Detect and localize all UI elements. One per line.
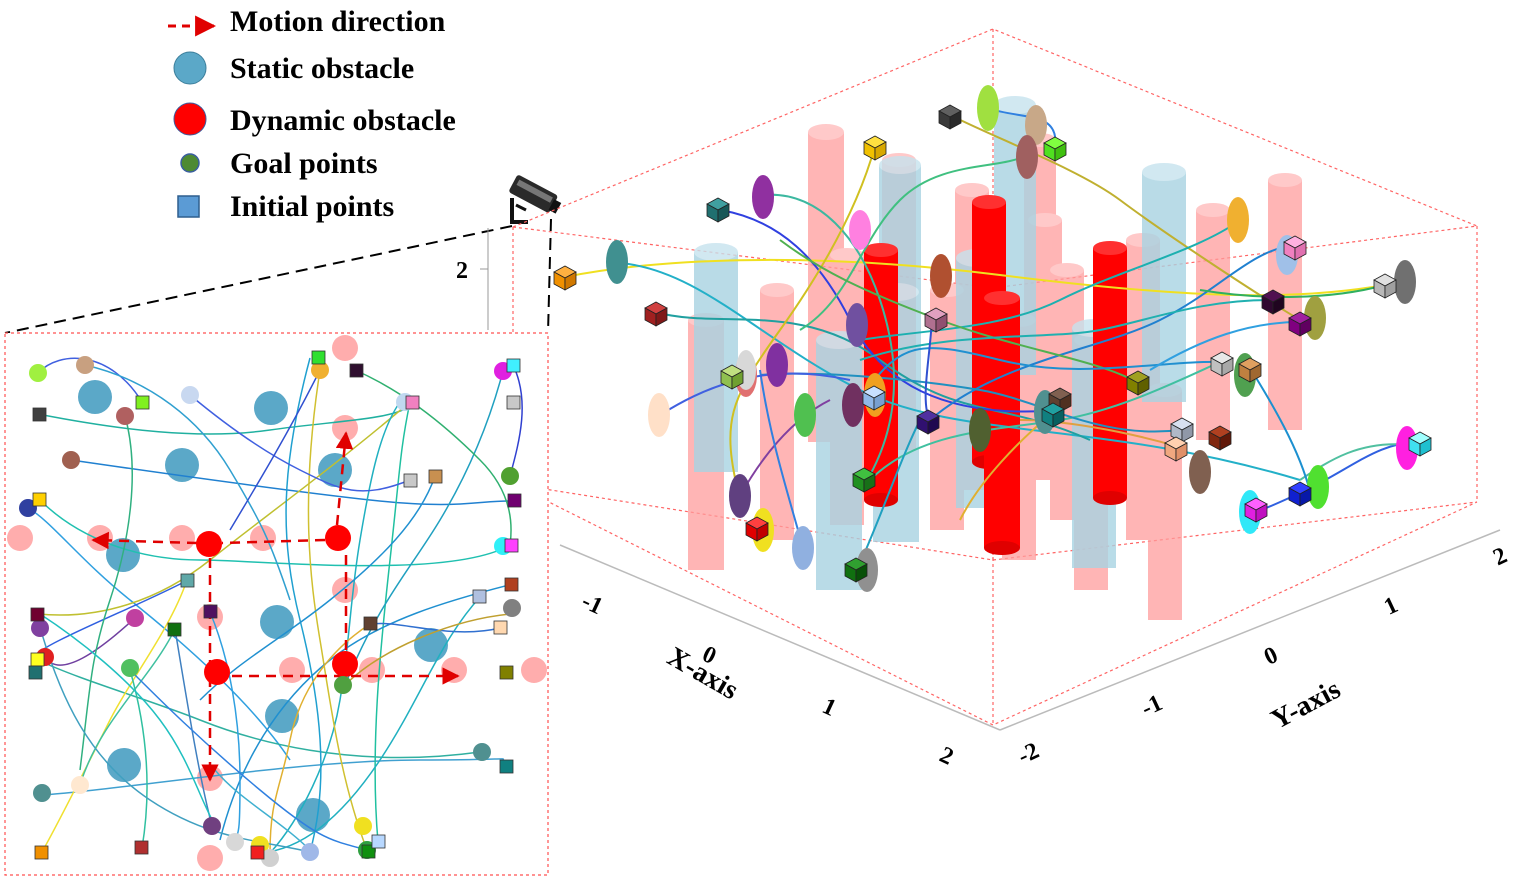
projection-line xyxy=(4,225,513,334)
legend-static-label: Static obstacle xyxy=(230,52,414,85)
legend-item-dynamic: Dynamic obstacle xyxy=(173,102,456,137)
initial-point-icon xyxy=(177,195,200,218)
3d-view: 2 -1 0 1 2 X-axis -2 -1 0 1 2 Y-axis xyxy=(456,28,1511,771)
y-tick: 0 xyxy=(1260,642,1282,671)
goal-points-2d xyxy=(19,356,521,867)
legend-item-initial: Initial points xyxy=(177,190,394,223)
dynamic-obstacle-icon xyxy=(173,102,207,136)
legend-item-motion: Motion direction xyxy=(168,5,446,38)
legend-dynamic-label: Dynamic obstacle xyxy=(230,104,456,137)
initial-points-2d xyxy=(28,350,522,860)
initial-points-3d xyxy=(553,104,1432,583)
x-tick: -1 xyxy=(578,588,607,620)
legend-motion-label: Motion direction xyxy=(230,5,446,38)
x-tick: 1 xyxy=(818,693,840,722)
projection-line xyxy=(547,218,552,334)
legend-item-static: Static obstacle xyxy=(173,51,414,85)
y-tick: -1 xyxy=(1137,690,1166,722)
y-axis-title: Y-axis xyxy=(1266,674,1346,736)
x-tick: 2 xyxy=(935,742,957,771)
y-axis-line xyxy=(999,529,1501,731)
dynamic-obstacle-2d xyxy=(196,525,358,685)
static-obstacle-icon xyxy=(173,51,207,85)
z-tick-2: 2 xyxy=(456,258,468,284)
goal-point-icon xyxy=(180,153,200,173)
legend: Motion direction Static obstacle Dynamic… xyxy=(168,5,456,223)
y-tick: 1 xyxy=(1380,592,1402,621)
legend-item-goal: Goal points xyxy=(180,147,378,180)
x-axis-line xyxy=(559,544,1001,731)
y-tick: -2 xyxy=(1014,738,1043,770)
y-tick: 2 xyxy=(1489,543,1511,572)
legend-initial-label: Initial points xyxy=(230,190,394,223)
camera-icon xyxy=(509,175,562,224)
top-view-panel xyxy=(4,332,549,876)
x-axis-title: X-axis xyxy=(662,641,744,706)
legend-goal-label: Goal points xyxy=(230,147,378,180)
